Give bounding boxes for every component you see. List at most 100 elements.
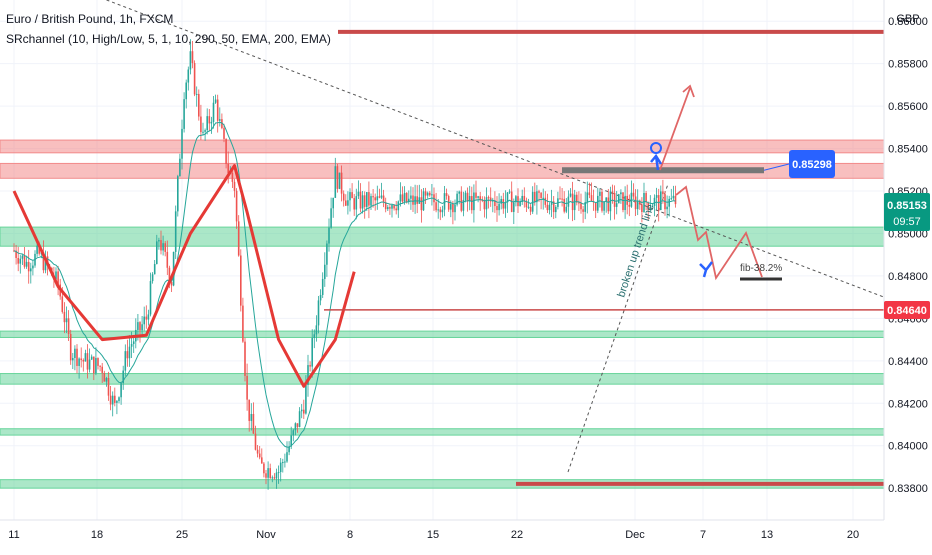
- candle-body: [368, 192, 370, 206]
- candle-body: [366, 192, 368, 207]
- callout-badge[interactable]: 0.85298: [789, 150, 835, 178]
- candle-body: [662, 191, 664, 195]
- candle-body: [668, 198, 670, 207]
- candle-body: [355, 196, 358, 210]
- candle-body: [513, 202, 515, 212]
- price-tick-label: 0.83800: [888, 483, 928, 495]
- callout-badge-bg[interactable]: [789, 150, 835, 178]
- candle-body: [298, 411, 301, 427]
- candle-body: [181, 128, 183, 159]
- candle-body: [227, 163, 229, 174]
- candle-body: [147, 314, 150, 320]
- candle-body: [487, 197, 490, 199]
- candle-body: [250, 413, 253, 421]
- candle-body: [416, 196, 418, 204]
- candle-body: [288, 446, 290, 453]
- time-tick-label: 11: [8, 529, 19, 541]
- candle-body: [624, 195, 626, 211]
- support-zone: [0, 373, 885, 385]
- price-tick-label: 0.84400: [888, 356, 928, 368]
- candle-body: [158, 240, 160, 242]
- candle-body: [651, 205, 654, 208]
- candle-body: [500, 199, 502, 204]
- candle-body: [120, 383, 122, 398]
- candle-body: [137, 322, 139, 330]
- candle-body: [527, 206, 530, 208]
- candle-body: [387, 207, 389, 210]
- candle-body: [187, 69, 190, 83]
- candle-body: [315, 325, 318, 335]
- candle-body: [376, 196, 379, 201]
- candle-body: [561, 198, 563, 200]
- candle-body: [345, 200, 347, 206]
- candle-body: [244, 341, 246, 376]
- candle-body: [590, 195, 593, 202]
- arrow-head-icon: [682, 84, 695, 98]
- time-tick-label: 25: [176, 529, 188, 541]
- candle-body: [23, 255, 26, 267]
- candle-body: [573, 194, 576, 211]
- candle-body: [403, 192, 406, 202]
- candle-body: [580, 203, 582, 210]
- candle-body: [588, 192, 591, 196]
- symbol-title[interactable]: Euro / British Pound, 1h, FXCM: [6, 12, 174, 26]
- candle-body: [124, 351, 127, 371]
- candle-body: [405, 192, 408, 202]
- candle-body: [214, 99, 217, 103]
- candle-body: [613, 192, 616, 207]
- last-price-badge-bg: [884, 193, 930, 231]
- candle-body: [466, 192, 469, 202]
- support-zone: [0, 226, 885, 247]
- candle-body: [254, 433, 257, 450]
- candle-body: [84, 353, 87, 362]
- candle-body: [118, 397, 120, 401]
- axes: GBP 0.860000.858000.856000.854000.852000…: [0, 0, 928, 541]
- candle-body: [462, 199, 465, 211]
- candle-body: [483, 200, 486, 210]
- candle-body: [141, 324, 143, 331]
- candle-body: [523, 195, 526, 201]
- candle-body: [342, 193, 345, 201]
- indicator-label[interactable]: SRchannel (10, High/Low, 5, 1, 10, 290, …: [6, 32, 331, 46]
- candle-body: [170, 281, 173, 286]
- last-price-value: 0.85153: [887, 200, 927, 212]
- candle-body: [286, 452, 288, 462]
- candle-body: [374, 197, 376, 201]
- candle-body: [90, 356, 93, 360]
- candle-body: [372, 196, 374, 198]
- person-body: [699, 261, 713, 278]
- moving-averages: [12, 121, 676, 448]
- candle-body: [340, 172, 343, 194]
- candle-body: [256, 449, 259, 454]
- candle-body: [611, 191, 614, 193]
- candle-body: [109, 395, 112, 405]
- time-tick-label: Dec: [625, 529, 645, 541]
- candle-body: [517, 196, 519, 207]
- candle-body: [317, 300, 320, 326]
- ema-fast-line: [13, 121, 676, 448]
- candle-body: [464, 192, 467, 200]
- candle-body: [177, 176, 179, 212]
- candle-body: [351, 192, 353, 199]
- candle-body: [370, 196, 372, 206]
- candle-body: [506, 192, 509, 203]
- candle-body: [643, 193, 645, 212]
- candle-body: [567, 196, 570, 207]
- candle-body: [481, 199, 484, 201]
- candle-body: [95, 358, 97, 374]
- candle-body: [452, 203, 454, 213]
- candle-body: [223, 128, 225, 139]
- candle-body: [525, 200, 528, 208]
- candle-body: [168, 267, 171, 282]
- candle-body: [460, 191, 463, 211]
- candle-body: [240, 255, 242, 306]
- candle-body: [576, 194, 578, 203]
- candle-body: [515, 196, 517, 203]
- candle-body: [634, 196, 637, 210]
- candle-body: [21, 255, 24, 259]
- candle-body: [275, 472, 278, 479]
- candle-body: [225, 138, 227, 164]
